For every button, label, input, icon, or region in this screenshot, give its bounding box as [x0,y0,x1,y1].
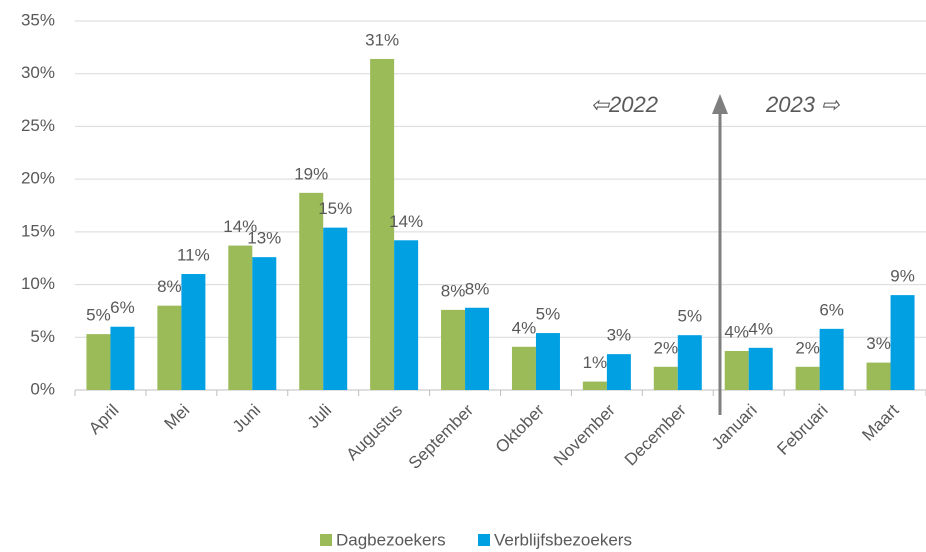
value-label: 5% [536,305,561,324]
bar [181,274,206,390]
y-tick-label: 35% [21,10,55,29]
arrow-head [712,94,728,114]
value-label: 1% [583,353,608,372]
bar [795,366,820,390]
bar [465,307,490,390]
bar [252,257,277,390]
y-tick-label: 5% [30,327,55,346]
bar [299,192,324,390]
bar [819,328,844,390]
x-tick-label: Maart [858,400,902,444]
value-label: 3% [866,334,891,353]
value-label: 5% [86,306,111,325]
value-label: 8% [157,277,182,296]
y-tick-label: 25% [21,116,55,135]
value-label: 4% [724,322,749,341]
bar [748,347,773,390]
value-label: 14% [389,212,423,231]
value-label: 4% [512,318,537,337]
x-tick-label: November [550,400,619,469]
value-label: 11% [177,246,210,265]
value-label: 13% [247,229,281,248]
x-tick-label: Januari [708,401,761,454]
legend-swatch [478,534,490,546]
bar [228,245,253,390]
bar [394,240,419,390]
value-label: 4% [748,319,773,338]
bar [441,309,466,390]
value-label: 15% [318,199,352,218]
value-label: 2% [654,338,679,357]
value-label: 9% [890,267,915,286]
bar [157,305,182,390]
y-tick-label: 0% [30,379,55,398]
legend-label: Dagbezoekers [336,530,446,549]
bar [890,295,915,390]
x-tick-label: December [621,400,690,469]
bar [582,381,607,390]
x-tick-label: Juli [304,401,335,432]
bar [866,362,891,390]
x-tick-label: Mei [161,401,194,434]
legend-swatch [320,534,332,546]
value-label: 2% [795,338,820,357]
legend-label: Verblijfsbezoekers [494,530,632,549]
bar [606,354,631,390]
value-label: 31% [365,30,399,49]
annotation: ⇦2022 [591,92,658,117]
value-label: 6% [110,298,135,317]
x-tick-label: April [85,401,122,438]
bar [370,58,395,390]
bar [724,350,749,390]
bar [677,335,702,390]
value-label: 3% [607,326,632,345]
value-label: 8% [441,281,466,300]
y-tick-label: 10% [21,274,55,293]
x-tick-label: Oktober [492,400,548,456]
x-tick-label: September [405,400,477,472]
value-label: 6% [819,300,844,319]
y-tick-label: 20% [21,169,55,188]
x-tick-label: Februari [773,401,831,459]
bar [511,346,536,390]
bar [86,334,111,390]
x-tick-label: Juni [229,401,264,436]
annotation: 2023 ⇨ [765,92,841,117]
value-label: 5% [678,307,703,326]
bar [535,333,560,390]
bar [323,227,348,390]
y-tick-label: 30% [21,63,55,82]
value-label: 19% [294,164,328,183]
x-tick-label: Augustus [343,401,407,465]
value-label: 8% [465,279,490,298]
bar [653,366,678,390]
bar [110,326,135,390]
y-tick-label: 15% [21,221,55,240]
value-label: 14% [223,217,257,236]
